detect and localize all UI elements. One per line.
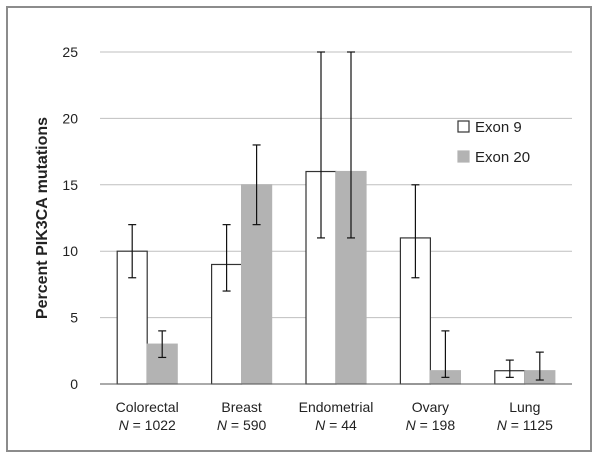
n-value: = 1022 xyxy=(129,417,176,433)
legend-swatch xyxy=(457,120,470,133)
n-value: = 198 xyxy=(416,417,456,433)
y-tick-label: 25 xyxy=(62,44,78,60)
category-label: Breast xyxy=(221,399,262,415)
n-value: = 44 xyxy=(325,417,357,433)
category-labels: Colorectal N = 1022 Breast N = 590 Endometri… xyxy=(116,399,553,433)
legend-entry: Exon 9 xyxy=(475,119,522,136)
y-tick-label: 15 xyxy=(62,177,78,193)
n-symbol: N xyxy=(315,417,326,433)
error-bars xyxy=(128,51,544,381)
category-n-label: N = 44 xyxy=(315,417,357,433)
n-value: = 590 xyxy=(227,417,267,433)
y-axis-label: Percent PIK3CA mutations xyxy=(34,117,51,319)
category-label: Lung xyxy=(509,399,540,415)
error-bar xyxy=(505,359,514,378)
n-symbol: N xyxy=(406,417,417,433)
legend-swatch xyxy=(457,150,470,163)
y-tick-label: 5 xyxy=(70,310,78,326)
error-bar xyxy=(441,330,450,378)
error-bar xyxy=(317,51,325,239)
legend-entry: Exon 20 xyxy=(475,149,530,166)
category-n-label: N = 198 xyxy=(406,417,456,433)
error-bar xyxy=(535,351,544,381)
y-tick-label: 20 xyxy=(62,110,78,126)
error-bar xyxy=(252,144,261,226)
error-bar xyxy=(411,184,420,279)
y-tick-labels: 0 5 10 15 20 25 xyxy=(62,44,78,392)
chart-frame xyxy=(6,6,592,452)
n-symbol: N xyxy=(119,417,130,433)
category-label: Colorectal xyxy=(116,399,179,415)
n-symbol: N xyxy=(497,417,508,433)
y-tick-label: 10 xyxy=(62,243,78,259)
error-bar xyxy=(222,224,231,292)
category-n-label: N = 590 xyxy=(217,417,267,433)
category-label: Ovary xyxy=(412,399,449,415)
error-bar xyxy=(347,51,355,239)
n-symbol: N xyxy=(217,417,228,433)
category-label: Endometrial xyxy=(299,399,374,415)
error-bar xyxy=(128,224,137,279)
category-n-label: N = 1022 xyxy=(119,417,176,433)
bars xyxy=(116,170,556,385)
y-tick-label: 0 xyxy=(70,376,78,392)
category-n-label: N = 1125 xyxy=(497,417,553,433)
legend: Exon 9 Exon 20 xyxy=(457,119,530,166)
n-value: = 1125 xyxy=(507,417,553,433)
error-bar xyxy=(158,330,167,359)
